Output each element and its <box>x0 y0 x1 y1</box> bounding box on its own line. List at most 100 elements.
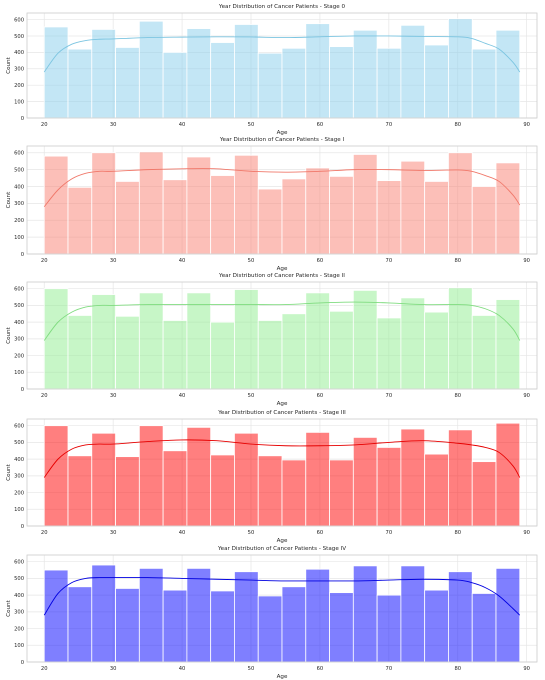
chart-title: Year Distribution of Cancer Patients - S… <box>217 410 346 416</box>
y-tick-label: 0 <box>21 524 24 530</box>
chart-title: Year Distribution of Cancer Patients - S… <box>218 4 346 10</box>
y-tick-label: 200 <box>14 83 24 89</box>
kde-line <box>43 35 521 73</box>
histogram-bar <box>471 48 497 119</box>
histogram-bar <box>162 320 188 390</box>
histogram-bar <box>471 315 497 390</box>
y-axis-label: Count <box>6 56 12 73</box>
histogram-bar <box>43 425 69 527</box>
histogram-bar <box>257 455 283 527</box>
y-tick-label: 400 <box>14 457 24 463</box>
histogram-bar <box>115 181 140 255</box>
histogram-bar <box>305 431 330 527</box>
x-axis-label: Age <box>277 401 288 407</box>
histogram-bar <box>400 24 426 119</box>
histogram-bar <box>471 593 497 663</box>
x-tick-label: 50 <box>248 258 255 264</box>
y-tick-label: 200 <box>14 626 24 632</box>
histogram-bar <box>448 287 473 390</box>
histogram-bar <box>91 294 116 390</box>
histogram-bar <box>186 156 212 255</box>
kde-line <box>43 301 521 341</box>
histogram-bar <box>115 588 140 663</box>
y-tick-label: 500 <box>14 440 24 446</box>
histogram-bar <box>281 47 307 119</box>
y-tick-label: 300 <box>14 610 24 616</box>
plot-frame <box>26 554 538 663</box>
x-tick-label: 60 <box>317 258 324 264</box>
y-axis-label: Count <box>6 463 12 480</box>
histogram-bar <box>210 454 235 527</box>
x-tick-label: 80 <box>454 122 461 128</box>
histogram-bar <box>471 461 497 527</box>
histogram-bar <box>257 595 283 663</box>
x-tick-label: 20 <box>41 393 48 399</box>
x-tick-label: 50 <box>248 122 255 128</box>
histogram-bar <box>91 564 116 663</box>
y-tick-label: 200 <box>14 490 24 496</box>
histogram-bar <box>186 426 212 527</box>
x-tick-label: 90 <box>523 393 530 399</box>
x-tick-label: 70 <box>386 530 393 536</box>
histogram-bar <box>424 181 449 255</box>
histogram-bar <box>67 315 93 390</box>
histogram-bar <box>43 26 69 119</box>
y-tick-label: 100 <box>14 507 24 513</box>
x-tick-label: 90 <box>523 530 530 536</box>
y-axis-label: Count <box>6 599 12 616</box>
y-tick-label: 200 <box>14 218 24 224</box>
histogram-bar <box>376 180 402 255</box>
histogram-bar <box>495 422 521 527</box>
histogram-bar <box>329 46 354 119</box>
y-tick-label: 0 <box>21 252 24 258</box>
histogram-bar <box>448 152 473 255</box>
histogram-bar <box>329 592 354 663</box>
histogram-bar <box>400 565 426 663</box>
histogram-bar <box>138 20 164 119</box>
histogram-bar <box>352 436 378 527</box>
x-tick-label: 80 <box>454 393 461 399</box>
x-axis-label: Age <box>277 674 288 680</box>
x-tick-label: 50 <box>248 530 255 536</box>
y-tick-label: 200 <box>14 353 24 359</box>
histogram-bar <box>400 428 426 527</box>
x-tick-label: 70 <box>386 122 393 128</box>
y-tick-label: 400 <box>14 50 24 56</box>
histogram-bar <box>138 292 164 390</box>
histogram-bar <box>91 432 116 527</box>
x-tick-label: 60 <box>317 530 324 536</box>
y-tick-label: 400 <box>14 320 24 326</box>
kde-line <box>43 439 521 478</box>
histogram-bar <box>186 567 212 663</box>
y-tick-label: 600 <box>14 17 24 23</box>
x-tick-label: 30 <box>110 122 117 128</box>
x-tick-label: 40 <box>179 530 186 536</box>
histogram-bar <box>305 23 330 119</box>
y-tick-label: 400 <box>14 593 24 599</box>
x-axis-label: Age <box>277 130 288 136</box>
histogram-bar <box>305 568 330 663</box>
histogram-bar <box>305 167 330 255</box>
y-tick-label: 300 <box>14 337 24 343</box>
plot-frame <box>26 281 538 390</box>
x-tick-label: 70 <box>386 393 393 399</box>
histogram-bar <box>329 310 354 390</box>
y-tick-label: 100 <box>14 643 24 649</box>
histogram-bar <box>281 313 307 390</box>
histogram-bar <box>162 450 188 527</box>
histogram-bar <box>67 186 93 255</box>
x-tick-label: 90 <box>523 258 530 264</box>
chart-title: Year Distribution of Cancer Patients - S… <box>219 137 345 143</box>
y-tick-label: 600 <box>14 286 24 292</box>
x-tick-label: 70 <box>386 666 393 672</box>
x-axis-label: Age <box>277 538 288 544</box>
x-tick-label: 40 <box>179 122 186 128</box>
y-tick-label: 0 <box>21 116 24 122</box>
x-tick-label: 20 <box>41 258 48 264</box>
histogram-bar <box>67 586 93 663</box>
plot-frame <box>26 12 538 119</box>
y-tick-label: 500 <box>14 303 24 309</box>
histogram-bar <box>281 459 307 527</box>
histogram-bar <box>43 569 69 663</box>
